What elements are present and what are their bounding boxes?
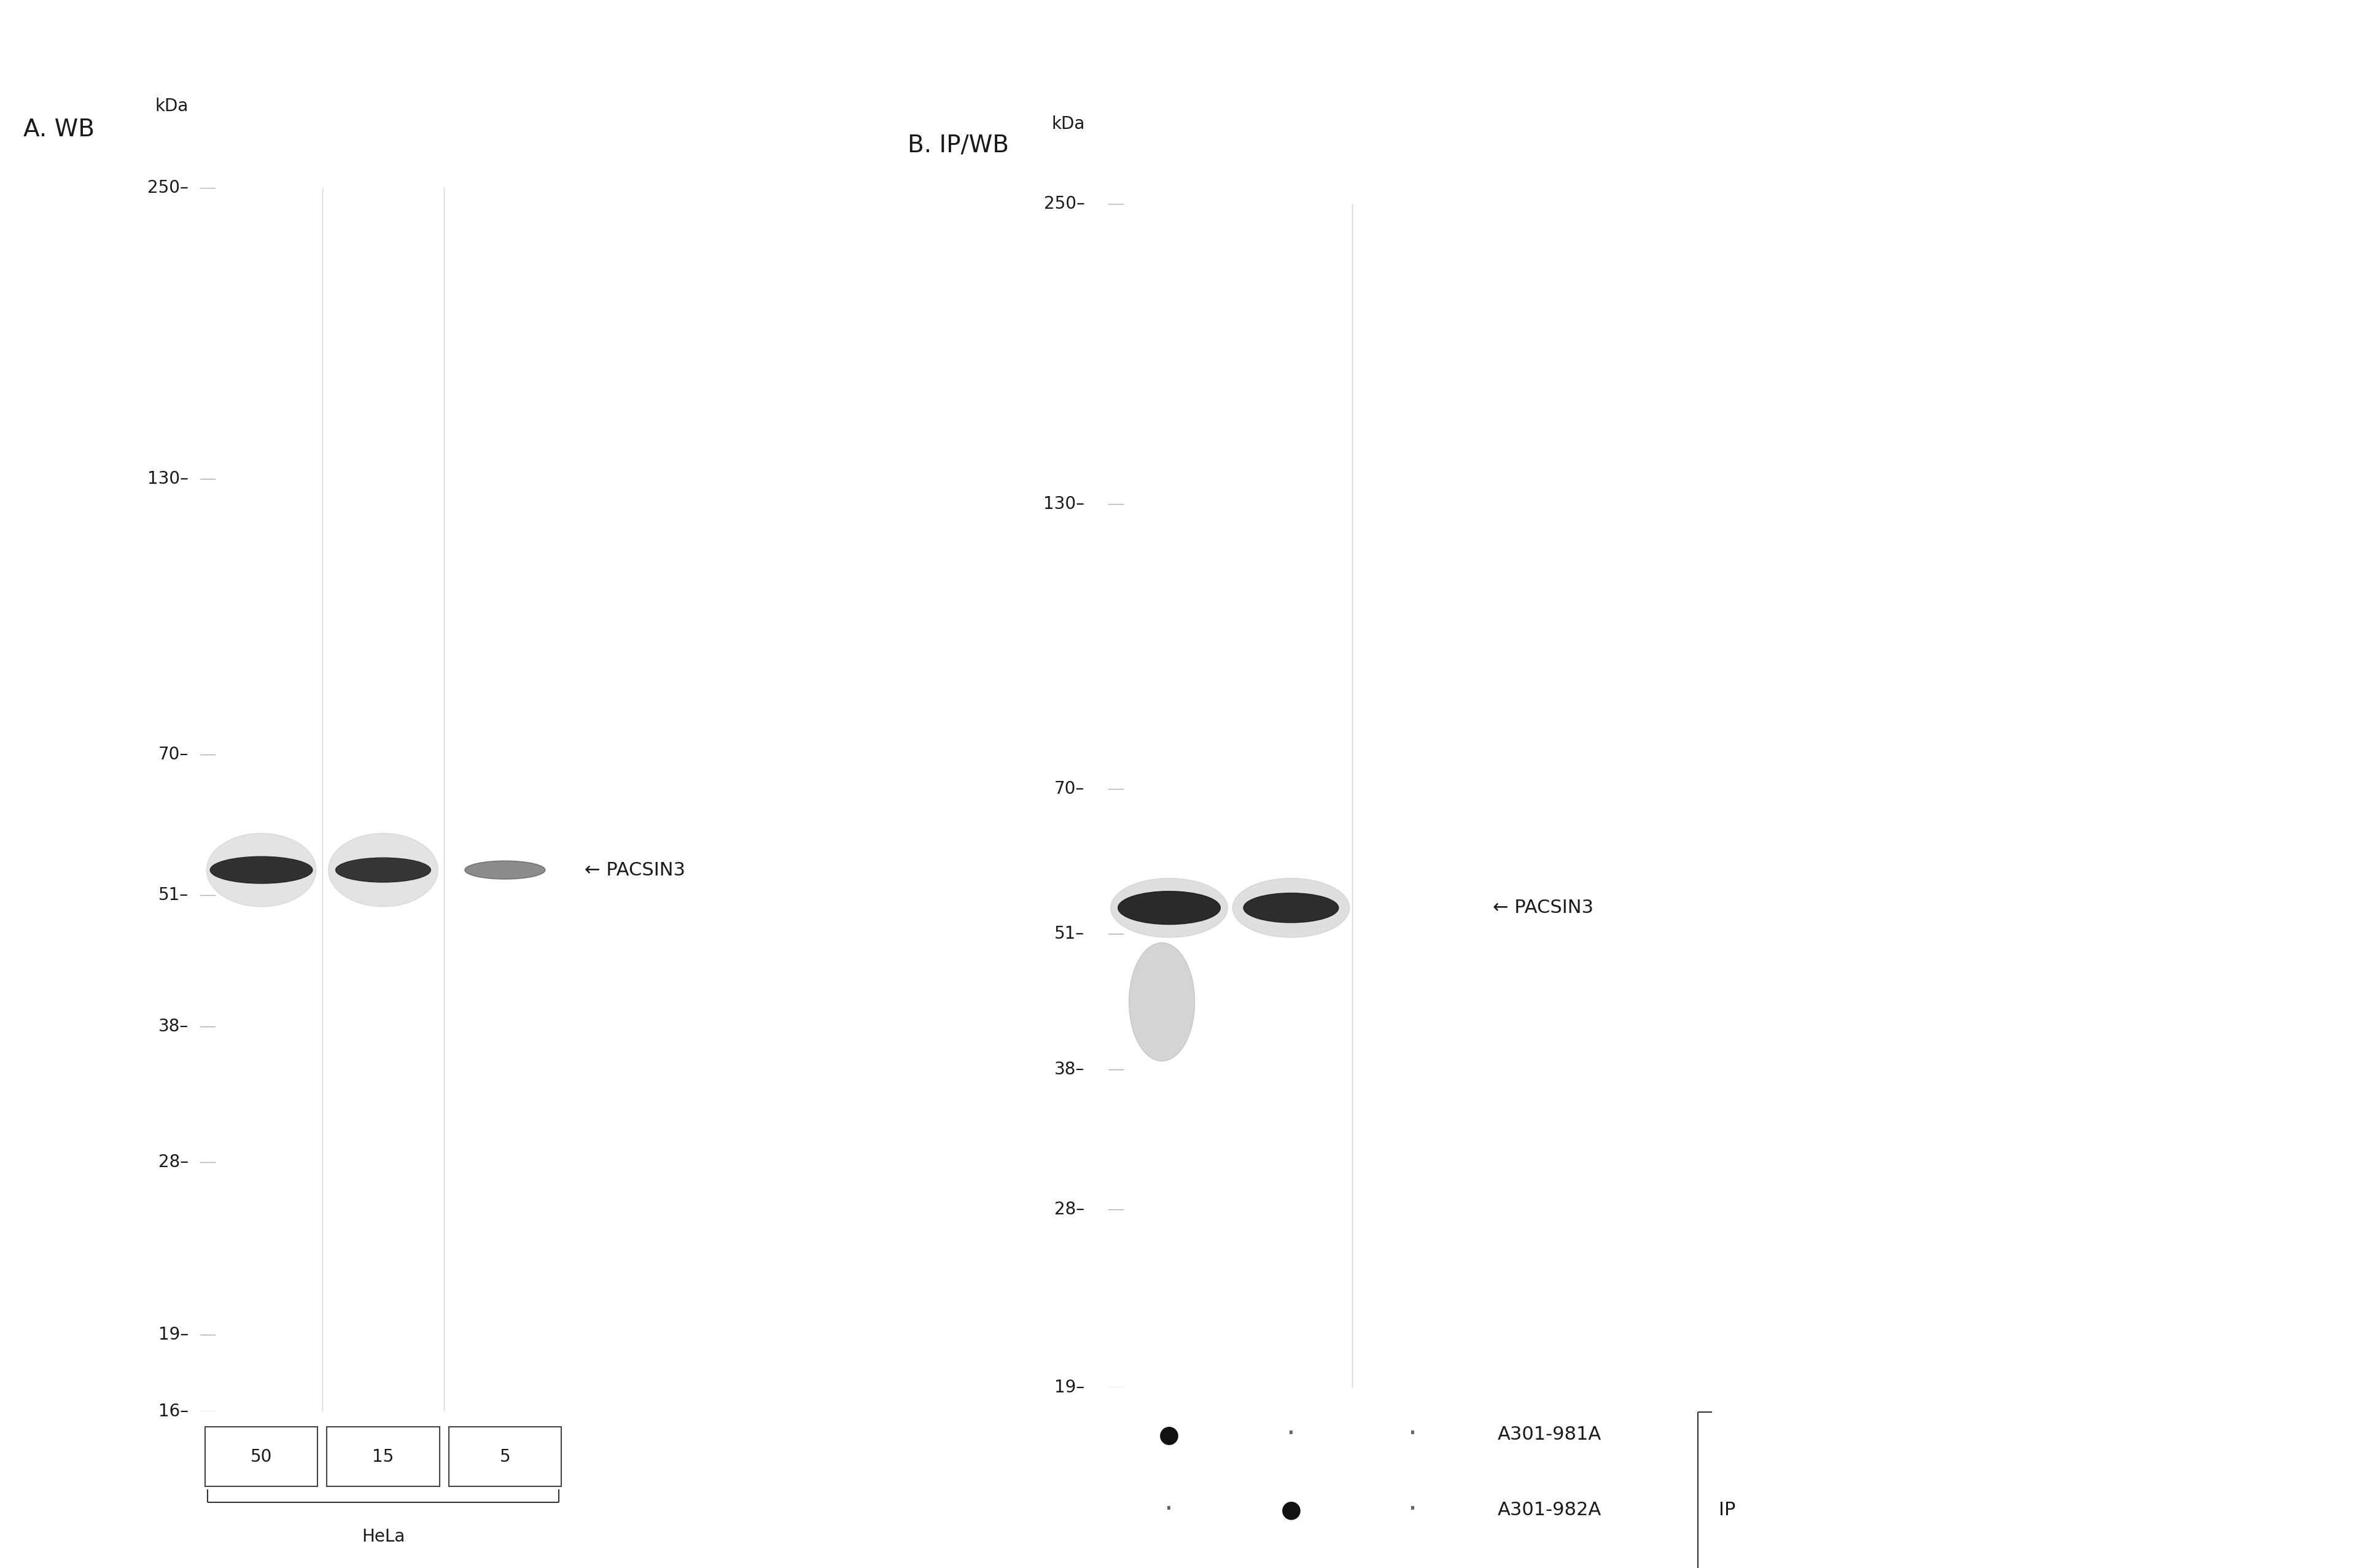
Text: ●: ● <box>1280 1499 1302 1521</box>
Ellipse shape <box>210 856 314 883</box>
Text: B. IP/WB: B. IP/WB <box>908 133 1009 157</box>
Text: 16–: 16– <box>158 1403 189 1419</box>
Text: 51–: 51– <box>1054 925 1085 942</box>
Text: 19–: 19– <box>1054 1380 1085 1396</box>
Text: ← PACSIN3: ← PACSIN3 <box>585 861 686 880</box>
Text: 70–: 70– <box>1054 779 1085 797</box>
Ellipse shape <box>328 833 439 906</box>
Text: 70–: 70– <box>158 746 189 764</box>
Text: 51–: 51– <box>158 887 189 905</box>
Text: IP: IP <box>1719 1501 1735 1519</box>
Text: ·: · <box>1287 1421 1295 1449</box>
Ellipse shape <box>1129 942 1196 1062</box>
Text: 28–: 28– <box>1054 1201 1085 1218</box>
Text: A301-982A: A301-982A <box>1497 1501 1601 1519</box>
Text: 50: 50 <box>250 1449 271 1465</box>
Text: HeLa: HeLa <box>361 1529 406 1544</box>
Text: A. WB: A. WB <box>24 118 94 141</box>
Text: A301-981A: A301-981A <box>1497 1425 1601 1444</box>
Ellipse shape <box>1243 894 1339 922</box>
Text: 130–: 130– <box>149 470 189 488</box>
Ellipse shape <box>1111 878 1229 938</box>
Text: ← PACSIN3: ← PACSIN3 <box>1493 898 1594 917</box>
Text: 38–: 38– <box>1054 1060 1085 1077</box>
Ellipse shape <box>208 833 316 906</box>
Text: 250–: 250– <box>1045 196 1085 212</box>
Text: 15: 15 <box>373 1449 394 1465</box>
Text: ·: · <box>1408 1421 1417 1449</box>
Ellipse shape <box>335 858 432 883</box>
Text: ·: · <box>1408 1496 1417 1524</box>
Text: 38–: 38– <box>158 1018 189 1035</box>
Text: ●: ● <box>1158 1424 1179 1446</box>
Text: ·: · <box>1165 1496 1174 1524</box>
Ellipse shape <box>1118 891 1221 925</box>
Ellipse shape <box>1233 878 1349 938</box>
Text: 130–: 130– <box>1045 495 1085 513</box>
Ellipse shape <box>465 861 545 880</box>
Text: kDa: kDa <box>1052 116 1085 133</box>
Text: 28–: 28– <box>158 1154 189 1171</box>
Text: 250–: 250– <box>149 180 189 196</box>
Text: 19–: 19– <box>158 1327 189 1344</box>
Text: 5: 5 <box>500 1449 509 1465</box>
Text: kDa: kDa <box>156 97 189 114</box>
